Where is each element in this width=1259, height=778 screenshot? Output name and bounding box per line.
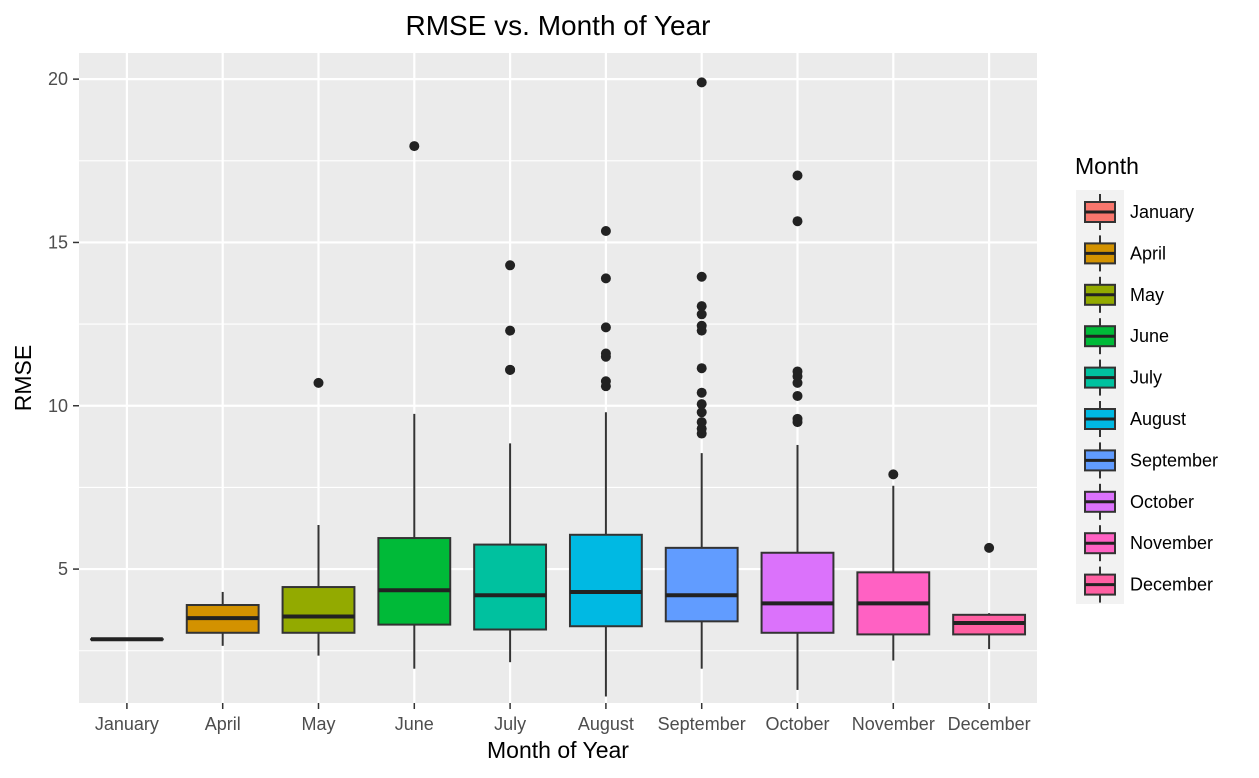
box-group	[473, 260, 548, 663]
outlier-point	[696, 387, 707, 398]
legend-item: July	[1084, 359, 1162, 396]
y-tick-label: 20	[48, 69, 68, 89]
legend-item: November	[1084, 525, 1213, 562]
x-tick-label: July	[494, 714, 526, 734]
outlier-point	[313, 377, 324, 388]
outlier-point	[696, 363, 707, 374]
box-group	[856, 469, 931, 661]
y-tick-label: 10	[48, 396, 68, 416]
legend-item: June	[1084, 318, 1169, 355]
outlier-point	[792, 390, 803, 401]
box-group	[664, 77, 739, 669]
legend-label: July	[1130, 368, 1162, 388]
outlier-point	[696, 320, 707, 331]
box-group	[377, 141, 452, 669]
legend-label: August	[1130, 409, 1186, 429]
boxes-layer	[89, 77, 1027, 697]
y-tick-label: 15	[48, 232, 68, 252]
box	[568, 533, 643, 628]
legend-item: May	[1084, 276, 1164, 313]
legend-label: May	[1130, 285, 1164, 305]
x-tick-label: April	[205, 714, 241, 734]
x-tick-label: June	[395, 714, 434, 734]
x-axis: January April May June July August September Oc…	[95, 703, 1031, 734]
box-group	[281, 377, 356, 656]
legend-item: October	[1084, 483, 1194, 520]
legend-label: January	[1130, 202, 1194, 222]
outlier-point	[792, 366, 803, 377]
outlier-point	[505, 325, 516, 336]
outlier-point	[696, 417, 707, 428]
y-axis-title: RMSE	[10, 345, 36, 411]
box-group	[760, 170, 835, 690]
outlier-point	[600, 322, 611, 333]
outlier-point	[409, 141, 420, 152]
chart-title: RMSE vs. Month of Year	[405, 10, 710, 41]
x-tick-label: January	[95, 714, 159, 734]
legend-title: Month	[1075, 153, 1139, 179]
box-group	[952, 542, 1027, 650]
outlier-point	[600, 348, 611, 359]
legend-item: April	[1084, 235, 1166, 272]
outlier-point	[696, 309, 707, 320]
x-tick-label: September	[658, 714, 746, 734]
outlier-point	[792, 216, 803, 227]
y-tick-label: 5	[58, 559, 68, 579]
y-axis: 5 10 15 20	[48, 69, 79, 579]
outlier-point	[600, 273, 611, 284]
legend-item: August	[1084, 401, 1186, 437]
outlier-point	[696, 271, 707, 282]
legend-label: April	[1130, 243, 1166, 263]
outlier-point	[696, 77, 707, 88]
box	[473, 543, 548, 631]
outlier-point	[696, 407, 707, 418]
legend-item: January	[1084, 194, 1194, 230]
outlier-point	[696, 399, 707, 410]
box	[281, 586, 356, 634]
outlier-point	[505, 260, 516, 271]
outlier-point	[505, 364, 516, 375]
legend-label: September	[1130, 450, 1218, 470]
outlier-point	[984, 542, 995, 553]
x-tick-label: August	[578, 714, 634, 734]
legend-label: December	[1130, 575, 1213, 595]
x-axis-title: Month of Year	[487, 737, 629, 763]
x-tick-label: October	[765, 714, 829, 734]
outlier-point	[600, 226, 611, 237]
outlier-point	[888, 469, 899, 480]
x-tick-label: May	[301, 714, 335, 734]
box	[664, 546, 739, 623]
outlier-point	[792, 413, 803, 424]
outlier-point	[696, 301, 707, 312]
x-tick-label: November	[852, 714, 935, 734]
outlier-point	[792, 170, 803, 181]
box	[377, 537, 452, 626]
box-group	[568, 226, 643, 697]
legend-item: December	[1084, 566, 1213, 603]
legend: Month January April May June July August Septe…	[1075, 153, 1218, 604]
legend-label: November	[1130, 533, 1213, 553]
x-tick-label: December	[948, 714, 1031, 734]
box-group	[185, 591, 260, 646]
legend-item: September	[1084, 442, 1218, 479]
legend-label: October	[1130, 492, 1194, 512]
outlier-point	[600, 376, 611, 387]
legend-label: June	[1130, 326, 1169, 346]
box	[760, 551, 835, 634]
